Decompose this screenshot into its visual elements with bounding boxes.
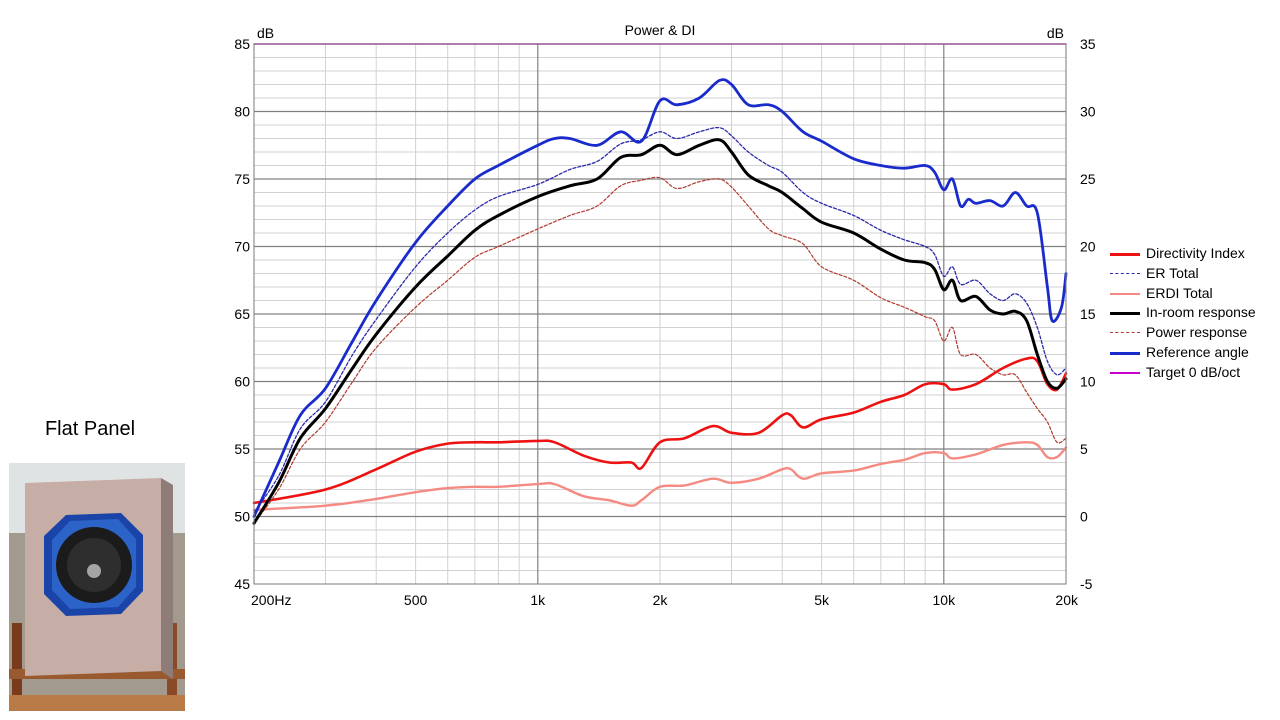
series-er-total xyxy=(253,126,1067,514)
y-tick-label-right: 20 xyxy=(1080,239,1096,255)
series-directivity-index xyxy=(252,356,1068,505)
legend-label: In-room response xyxy=(1146,304,1256,321)
series-power-response xyxy=(253,176,1067,524)
x-axis-ticks: 200Hz 500 1k 2k 5k 10k 20k xyxy=(251,592,1079,608)
legend-label: Reference angle xyxy=(1146,343,1249,360)
legend-swatch xyxy=(1110,312,1140,316)
legend-swatch xyxy=(1110,351,1140,355)
y-axis-left-ticks: 85 80 75 70 65 60 55 50 45 xyxy=(234,36,250,592)
plot-frame xyxy=(253,43,1067,585)
y-tick-label-left: 45 xyxy=(234,576,250,592)
photo-stand-rail xyxy=(9,669,185,679)
y-tick-label-right: -5 xyxy=(1080,576,1093,592)
legend-swatch xyxy=(1110,253,1140,256)
y-tick-label-right: 35 xyxy=(1080,36,1096,52)
legend-label: ER Total xyxy=(1146,264,1199,281)
legend-swatch xyxy=(1110,292,1140,295)
x-tick-label: 20k xyxy=(1055,592,1079,608)
y-tick-label-right: 5 xyxy=(1080,441,1088,457)
chart-title: Power & DI xyxy=(625,22,696,38)
y-tick-label-right: 0 xyxy=(1080,509,1088,525)
flat-panel-photo xyxy=(9,463,185,711)
y-tick-label-right: 10 xyxy=(1080,374,1096,390)
y-tick-label-left: 80 xyxy=(234,104,250,120)
photo-caption: Flat Panel xyxy=(44,418,136,440)
series-in-room-response xyxy=(252,138,1068,525)
x-tick-label: 1k xyxy=(530,592,546,608)
y-axis-right-ticks: 35 30 25 20 15 10 5 0 -5 xyxy=(1080,36,1096,592)
major-grid xyxy=(254,44,1066,584)
y-tick-label-left: 50 xyxy=(234,509,250,525)
x-tick-label: 5k xyxy=(814,592,830,608)
photo-stand-base xyxy=(9,695,185,711)
x-tick-label: 500 xyxy=(404,592,428,608)
legend-label: ERDI Total xyxy=(1146,284,1213,301)
series-reference-angle xyxy=(252,78,1068,518)
y-tick-label-left: 85 xyxy=(234,36,250,52)
photo-panel-side xyxy=(161,478,173,679)
y-tick-label-right: 15 xyxy=(1080,306,1096,322)
y-tick-label-right: 30 xyxy=(1080,104,1096,120)
y-axis-right-unit: dB xyxy=(1047,25,1064,41)
legend-label: Power response xyxy=(1146,324,1248,341)
legend-swatch xyxy=(1110,272,1140,274)
y-tick-label-left: 70 xyxy=(234,239,250,255)
legend-label: Directivity Index xyxy=(1146,245,1245,261)
legend-label: Target 0 dB/oct xyxy=(1146,363,1241,380)
y-tick-label-left: 65 xyxy=(234,306,250,322)
legend-swatch xyxy=(1110,332,1140,334)
y-axis-left-unit: dB xyxy=(257,25,274,41)
photo-stand-left xyxy=(12,623,22,711)
y-tick-label-left: 60 xyxy=(234,374,250,390)
x-tick-label: 200Hz xyxy=(251,592,291,608)
series-erdi-total xyxy=(252,441,1068,511)
x-tick-label: 2k xyxy=(653,592,669,608)
y-tick-label-right: 25 xyxy=(1080,171,1096,187)
y-tick-label-left: 55 xyxy=(234,441,250,457)
y-tick-label-left: 75 xyxy=(234,171,250,187)
legend-swatch xyxy=(1110,371,1140,374)
photo-driver-cap xyxy=(87,564,101,578)
x-tick-label: 10k xyxy=(933,592,957,608)
